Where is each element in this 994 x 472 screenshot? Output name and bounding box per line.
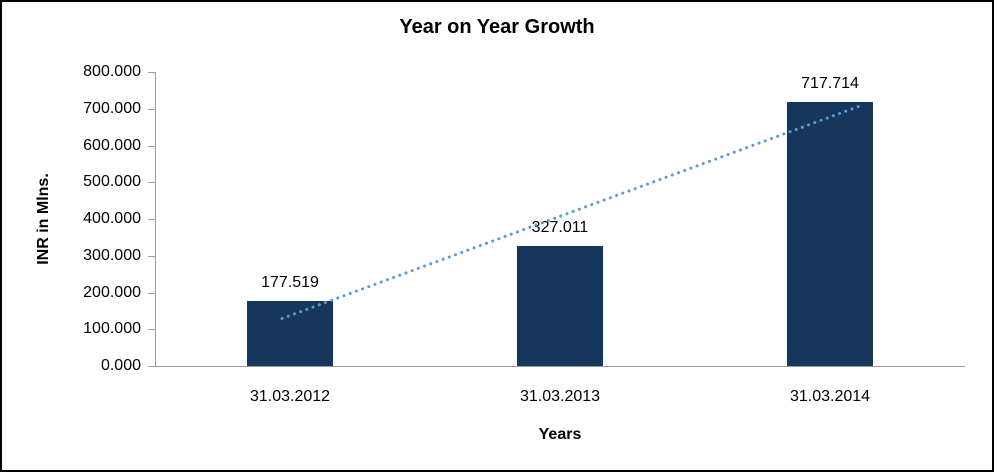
bar [787, 102, 873, 366]
bar-value-label: 327.011 [531, 218, 589, 236]
y-tick-label: 0.000 [100, 357, 141, 374]
y-tick-label: 300.000 [83, 246, 141, 264]
y-tick-label: 600.000 [83, 136, 141, 154]
y-tick-label: 400.000 [83, 210, 141, 227]
bar-value-label: 717.714 [801, 75, 859, 93]
y-tick-label: 700.000 [83, 99, 141, 117]
x-tick-label: 31.03.2012 [249, 388, 331, 405]
x-axis-line [155, 366, 965, 367]
x-tick-label: 31.03.2014 [789, 388, 871, 405]
y-tick-mark [148, 329, 155, 331]
bar [517, 245, 603, 366]
y-tick-mark [148, 182, 155, 184]
y-tick-mark [148, 72, 155, 73]
chart-title: Year on Year Growth [399, 16, 595, 38]
y-axis-line [155, 72, 156, 366]
y-tick-label: 200.000 [83, 283, 141, 301]
bar [247, 300, 333, 366]
y-tick-mark [148, 219, 155, 220]
bar-value-label: 177.519 [261, 273, 319, 291]
x-tick-label: 31.03.2013 [519, 388, 601, 405]
y-tick-mark [148, 292, 155, 294]
y-tick-mark [148, 366, 155, 367]
y-tick-mark [148, 108, 155, 110]
x-axis-title: Years [538, 426, 582, 443]
y-tick-mark [148, 255, 155, 257]
y-tick-mark [148, 145, 155, 147]
y-tick-label: 800.000 [83, 63, 141, 80]
y-tick-label: 500.000 [83, 173, 141, 191]
y-tick-label: 100.000 [83, 320, 141, 338]
